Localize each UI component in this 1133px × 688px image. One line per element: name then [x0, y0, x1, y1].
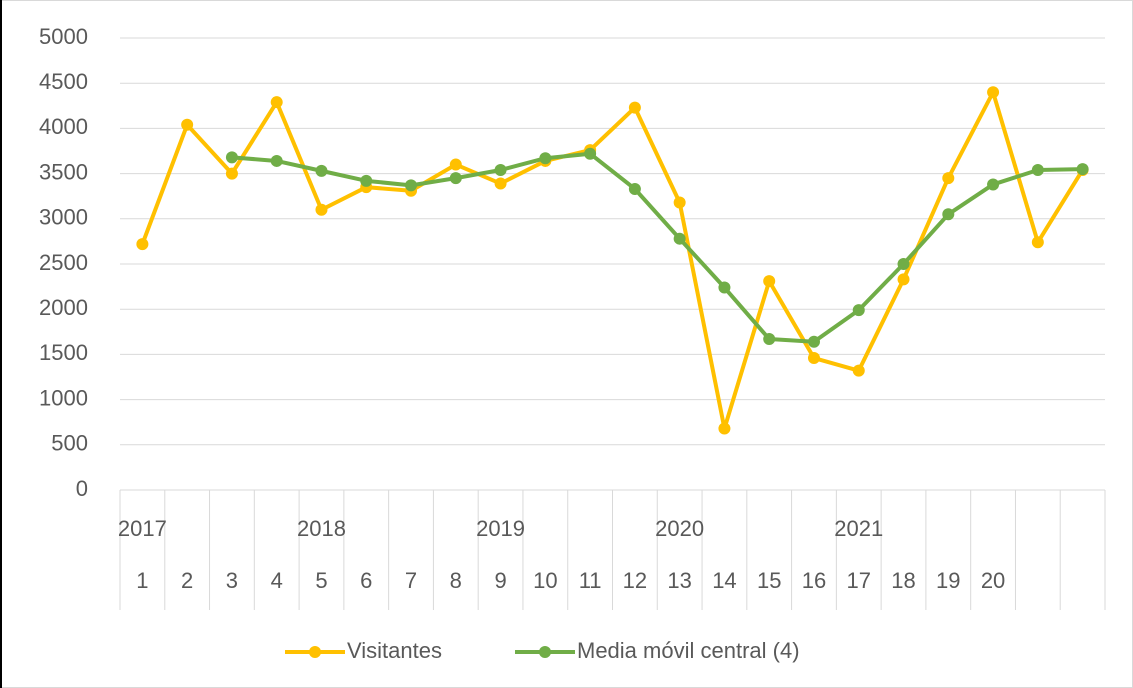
data-point — [718, 281, 731, 294]
y-tick-label: 3000 — [39, 205, 88, 230]
x-tick-label: 10 — [533, 568, 557, 593]
data-point — [136, 238, 149, 251]
legend-marker — [539, 646, 551, 658]
x-group-label: 2021 — [834, 516, 883, 541]
y-tick-label: 2000 — [39, 295, 88, 320]
x-tick-label: 17 — [847, 568, 871, 593]
x-tick-label: 4 — [271, 568, 283, 593]
data-point — [987, 86, 1000, 99]
x-tick-label: 11 — [579, 568, 602, 593]
data-point — [1031, 236, 1044, 249]
data-point — [673, 196, 686, 209]
y-tick-label: 1500 — [39, 340, 88, 365]
data-point — [539, 152, 552, 165]
x-tick-label: 16 — [802, 568, 826, 593]
y-tick-label: 0 — [76, 476, 88, 501]
data-point — [225, 167, 238, 180]
data-point — [628, 182, 641, 195]
x-group-label: 2019 — [476, 516, 525, 541]
data-point — [315, 164, 328, 177]
data-point — [270, 154, 283, 167]
y-tick-label: 3500 — [39, 159, 88, 184]
data-point — [270, 96, 283, 109]
y-tick-label: 2500 — [39, 250, 88, 275]
x-tick-label: 7 — [405, 568, 417, 593]
data-point — [852, 304, 865, 317]
data-point — [852, 364, 865, 377]
y-tick-label: 4500 — [39, 69, 88, 94]
data-point — [360, 174, 373, 187]
data-point — [807, 335, 820, 348]
data-point — [942, 208, 955, 221]
data-point — [584, 147, 597, 160]
x-tick-label: 2 — [181, 568, 193, 593]
x-tick-label: 18 — [891, 568, 915, 593]
data-point — [494, 163, 507, 176]
data-point — [673, 232, 686, 245]
data-point — [225, 151, 238, 164]
x-tick-label: 15 — [757, 568, 781, 593]
legend-marker — [309, 646, 321, 658]
data-point — [181, 118, 194, 131]
y-tick-label: 500 — [51, 431, 88, 456]
data-point — [987, 178, 1000, 191]
data-point — [1076, 163, 1089, 176]
x-tick-label: 6 — [360, 568, 372, 593]
x-tick-label: 19 — [936, 568, 960, 593]
data-point — [763, 333, 776, 346]
data-point — [897, 273, 910, 286]
series-line — [140, 90, 1085, 431]
data-point — [807, 352, 820, 365]
data-point — [1031, 163, 1044, 176]
series-line — [231, 151, 1083, 344]
x-tick-label: 20 — [981, 568, 1005, 593]
y-tick-label: 1000 — [39, 385, 88, 410]
data-point — [449, 158, 462, 171]
x-group-label: 2017 — [118, 516, 167, 541]
data-point — [449, 172, 462, 185]
data-point — [763, 275, 776, 288]
data-point — [942, 172, 955, 185]
y-tick-label: 4000 — [39, 114, 88, 139]
x-tick-label: 5 — [315, 568, 327, 593]
x-group-label: 2020 — [655, 516, 704, 541]
x-tick-label: 12 — [623, 568, 647, 593]
data-point — [897, 258, 910, 270]
x-tick-label: 3 — [226, 568, 238, 593]
legend-label: Visitantes — [347, 638, 442, 663]
data-point — [494, 177, 507, 190]
x-tick-label: 13 — [667, 568, 691, 593]
x-tick-label: 9 — [494, 568, 506, 593]
data-point — [628, 101, 641, 114]
x-tick-label: 14 — [712, 568, 736, 593]
x-group-label: 2018 — [297, 516, 346, 541]
data-point — [718, 422, 731, 435]
data-point — [405, 179, 418, 192]
x-tick-label: 8 — [450, 568, 462, 593]
data-point — [315, 203, 328, 216]
y-tick-label: 5000 — [39, 24, 88, 49]
x-tick-label: 1 — [136, 568, 148, 593]
legend-label: Media móvil central (4) — [577, 638, 800, 663]
